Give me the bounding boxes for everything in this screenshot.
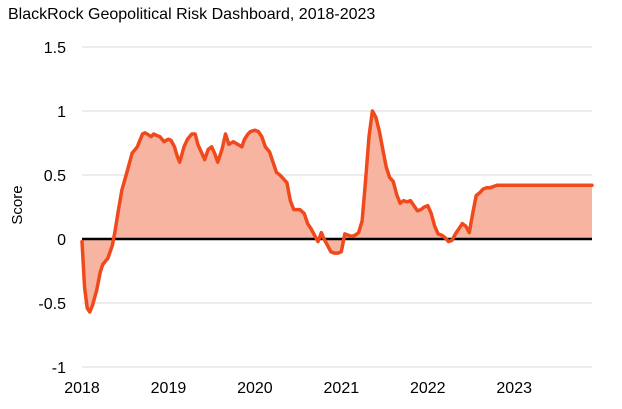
y-tick-label: 0.5 xyxy=(44,168,66,185)
x-tick-label: 2023 xyxy=(496,380,532,397)
x-axis-ticks: 2018 2019 2020 2021 2022 2023 xyxy=(64,380,532,397)
x-tick-label: 2018 xyxy=(64,380,100,397)
y-tick-label: 1 xyxy=(57,104,66,121)
chart-title: BlackRock Geopolitical Risk Dashboard, 2… xyxy=(8,6,376,23)
y-tick-label: -1 xyxy=(52,360,66,377)
y-tick-label: -0.5 xyxy=(38,296,66,313)
gridlines xyxy=(82,46,592,368)
series-area-fill xyxy=(82,111,592,312)
y-tick-label: 1.5 xyxy=(44,40,66,57)
y-tick-label: 0 xyxy=(57,232,66,249)
x-tick-label: 2022 xyxy=(410,380,446,397)
y-axis-ticks: 1.5 1 0.5 0 -0.5 -1 xyxy=(38,40,66,377)
x-tick-label: 2021 xyxy=(324,380,360,397)
series-line xyxy=(80,109,594,314)
y-axis-label: Score xyxy=(9,185,26,224)
x-tick-label: 2020 xyxy=(237,380,273,397)
x-tick-label: 2019 xyxy=(151,380,187,397)
